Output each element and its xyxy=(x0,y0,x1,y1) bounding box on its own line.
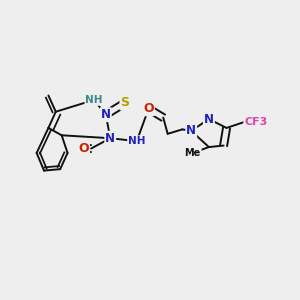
Text: NH: NH xyxy=(85,95,103,105)
Text: CF3: CF3 xyxy=(244,117,268,127)
Text: Me: Me xyxy=(184,148,201,158)
Text: O: O xyxy=(143,102,154,115)
Text: S: S xyxy=(121,96,130,110)
Text: O: O xyxy=(78,142,89,155)
Text: N: N xyxy=(101,108,111,121)
Text: NH: NH xyxy=(128,136,146,146)
Text: N: N xyxy=(204,112,214,126)
Text: N: N xyxy=(186,124,196,137)
Text: N: N xyxy=(105,132,115,145)
